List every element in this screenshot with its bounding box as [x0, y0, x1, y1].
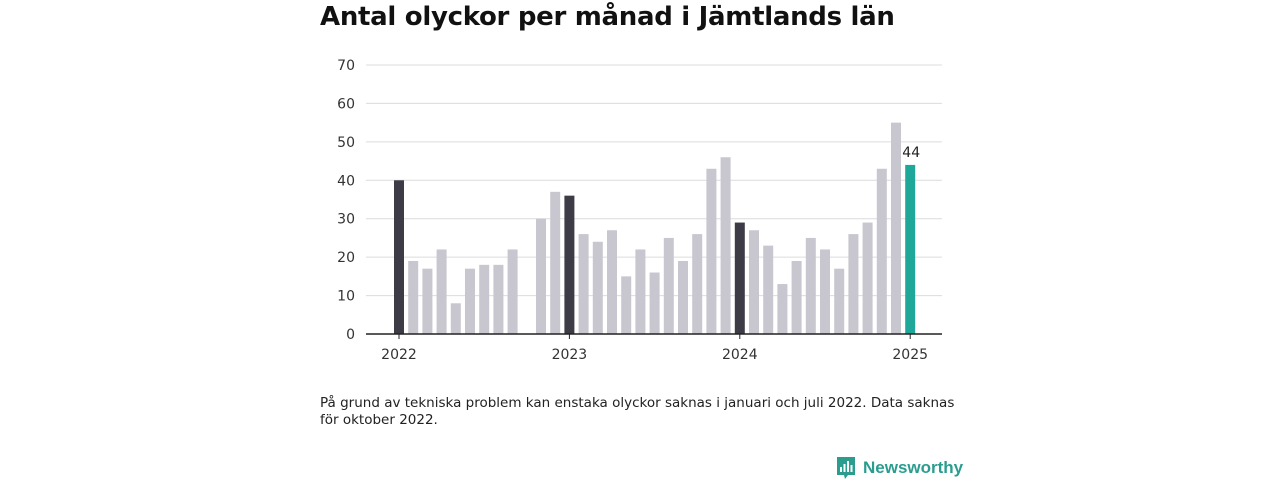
- bar: [749, 230, 759, 334]
- x-tick-label: 2022: [381, 347, 417, 363]
- bar: [607, 230, 617, 334]
- bar: [592, 241, 603, 334]
- bar: [635, 249, 646, 334]
- y-tick-label: 50: [337, 135, 355, 151]
- bar: [720, 157, 731, 334]
- bar: [479, 264, 490, 334]
- bar-chart: 0 10 20 30 40 50 60 70 2022 2023 2024 2025 44: [337, 58, 942, 363]
- bar: [465, 268, 475, 334]
- y-tick-label: 30: [337, 212, 355, 228]
- bar: [649, 272, 660, 334]
- bar: [706, 168, 717, 334]
- bar: [422, 268, 433, 334]
- x-tick-label: 2023: [552, 347, 588, 363]
- y-tick-label: 0: [346, 327, 355, 343]
- bar: [678, 260, 688, 334]
- bar: [408, 260, 419, 334]
- bar: [820, 249, 830, 334]
- bar: [493, 264, 504, 334]
- bar: [777, 284, 788, 334]
- bar: [734, 222, 745, 334]
- bar: [564, 195, 575, 334]
- bar: [663, 237, 674, 334]
- bar: [578, 234, 589, 334]
- data-labels: 44: [902, 145, 920, 161]
- y-axis-tick-labels: 0 10 20 30 40 50 60 70: [337, 58, 355, 343]
- bar: [834, 268, 845, 334]
- chart-title: Antal olyckor per månad i Jämtlands län: [320, 2, 895, 32]
- bar: [394, 180, 404, 334]
- bar: [507, 249, 518, 334]
- bar: [763, 245, 774, 334]
- y-tick-label: 70: [337, 58, 355, 74]
- bar: [862, 222, 873, 334]
- newsworthy-logo[interactable]: Newsworthy: [835, 455, 963, 481]
- bar: [621, 276, 632, 334]
- brand-name: Newsworthy: [863, 458, 964, 477]
- grid-lines: [366, 64, 942, 297]
- bar: [692, 234, 703, 334]
- y-tick-label: 40: [337, 173, 355, 189]
- data-label-latest: 44: [902, 145, 920, 161]
- footnote: På grund av tekniska problem kan enstaka…: [320, 395, 955, 428]
- bar: [536, 218, 546, 334]
- x-tick-label: 2024: [722, 347, 758, 363]
- x-tick-label: 2025: [892, 347, 928, 363]
- bar: [436, 249, 447, 334]
- bar: [891, 122, 901, 335]
- bars: [394, 122, 916, 335]
- bar: [876, 168, 887, 334]
- y-tick-label: 20: [337, 250, 355, 266]
- bar: [550, 191, 561, 334]
- bar: [805, 237, 816, 334]
- bar: [905, 164, 916, 334]
- bar: [848, 234, 859, 334]
- newsworthy-logo-icon: [837, 457, 855, 479]
- bar: [791, 260, 802, 334]
- y-tick-label: 60: [337, 96, 355, 112]
- bar: [450, 303, 461, 334]
- y-tick-label: 10: [337, 289, 355, 305]
- x-axis: 2022 2023 2024 2025: [366, 333, 942, 363]
